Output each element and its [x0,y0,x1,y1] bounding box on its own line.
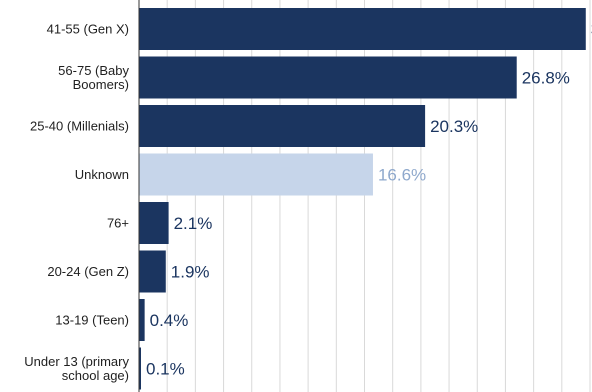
category-label: 56-75 (Baby Boomers) [58,63,129,92]
bar [139,250,166,293]
bar [139,105,426,147]
category-label: 41-55 (Gen X) [47,22,129,37]
value-label: 26.8% [522,69,570,88]
value-label: 16.6% [378,166,426,185]
category-label-line: school age) [62,368,129,383]
bar [139,8,586,50]
category-label-line: 76+ [107,216,129,231]
bars [139,8,586,390]
category-label-line: Boomers) [73,77,129,92]
value-label: 0.4% [150,311,189,330]
category-label-line: Unknown [75,167,129,182]
bar [139,347,141,390]
category-label: Under 13 (primary school age) [24,354,129,383]
bar [139,202,169,244]
value-label: 0.1% [146,360,185,379]
value-label: 2.1% [174,214,213,233]
value-label: 31.7% [591,20,592,39]
category-label: Unknown [75,167,129,182]
category-label-line: 56-75 (Baby [58,63,129,78]
category-label-line: 25-40 (Millenials) [30,119,129,134]
category-label-line: Under 13 (primary [24,354,129,369]
category-label: 76+ [107,216,129,231]
category-label-line: 20-24 (Gen Z) [47,264,129,279]
value-label: 20.3% [430,117,478,136]
category-label: 20-24 (Gen Z) [47,264,129,279]
category-label: 13-19 (Teen) [55,313,129,328]
value-label: 1.9% [171,263,210,282]
category-label-line: 13-19 (Teen) [55,313,129,328]
bar [139,56,517,99]
category-label: 25-40 (Millenials) [30,119,129,134]
category-label-line: 41-55 (Gen X) [47,22,129,37]
bar [139,299,145,341]
bar [139,153,373,196]
